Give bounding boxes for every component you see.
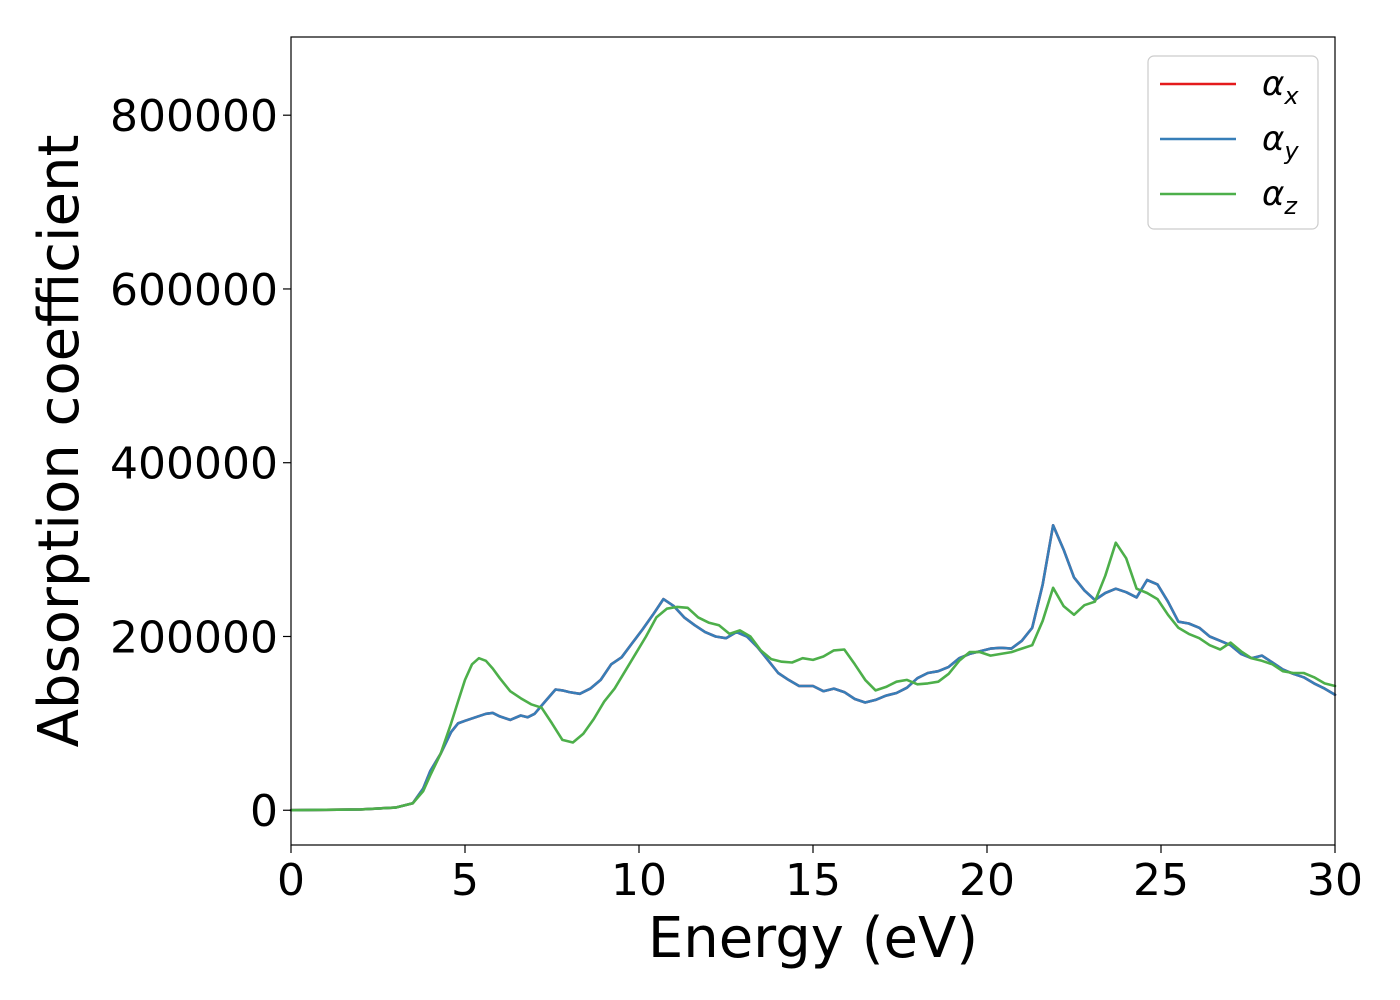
x-tick-label: 0: [277, 855, 305, 906]
series-line-y: [289, 524, 1337, 812]
x-tick-label: 5: [451, 855, 479, 906]
y-axis-title: Absorption coefficient: [27, 135, 92, 748]
series-line-z: [289, 541, 1337, 812]
y-tick-label: 0: [250, 786, 278, 837]
series-layer: [289, 524, 1337, 812]
y-axis: 0 200000 400000 600000 800000: [110, 91, 291, 837]
x-tick-label: 25: [1133, 855, 1189, 906]
x-axis-title: Energy (eV): [648, 906, 978, 971]
y-tick-label: 800000: [110, 91, 278, 142]
x-tick-label: 10: [611, 855, 667, 906]
x-tick-label: 15: [785, 855, 841, 906]
x-axis: 0 5 10 15 20 25 30: [277, 845, 1363, 906]
x-tick-label: 20: [959, 855, 1015, 906]
x-tick-label: 30: [1307, 855, 1363, 906]
y-tick-label: 400000: [110, 439, 278, 490]
y-tick-label: 200000: [110, 612, 278, 663]
y-tick-label: 600000: [110, 265, 278, 316]
legend-box: [1147, 55, 1319, 230]
